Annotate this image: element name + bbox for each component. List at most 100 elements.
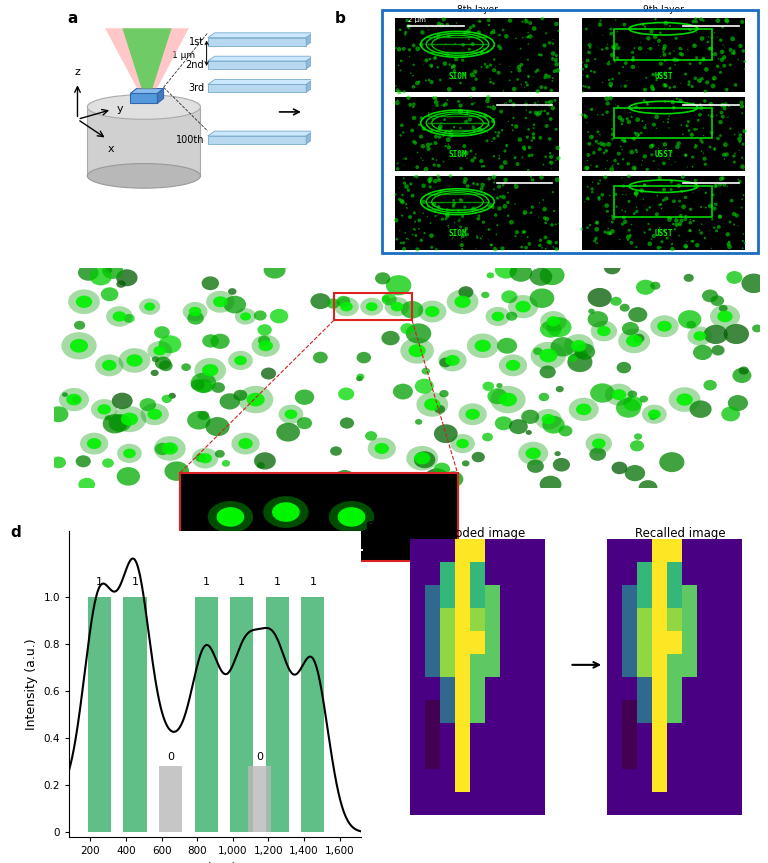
Ellipse shape: [213, 296, 227, 307]
Point: [598, 138, 611, 152]
Point: [439, 98, 452, 111]
Point: [513, 60, 525, 74]
Bar: [697, 723, 713, 746]
Point: [661, 231, 674, 245]
Point: [658, 47, 670, 61]
Point: [617, 211, 630, 224]
Point: [533, 47, 545, 61]
Polygon shape: [306, 56, 313, 69]
Point: [412, 146, 424, 160]
Point: [652, 162, 664, 176]
Point: [611, 51, 624, 65]
Point: [499, 155, 511, 169]
Ellipse shape: [141, 403, 169, 425]
Ellipse shape: [356, 374, 364, 380]
Point: [411, 76, 423, 90]
Bar: [410, 746, 425, 769]
Point: [486, 135, 498, 148]
Point: [396, 118, 408, 132]
Point: [449, 37, 462, 51]
Point: [660, 79, 672, 92]
Point: [647, 154, 660, 168]
Point: [708, 197, 720, 211]
Point: [639, 121, 651, 135]
Point: [499, 152, 511, 166]
Ellipse shape: [439, 390, 449, 397]
Point: [635, 126, 647, 140]
Bar: [441, 562, 455, 585]
Ellipse shape: [490, 386, 525, 413]
Ellipse shape: [497, 337, 517, 354]
Point: [639, 199, 651, 213]
Point: [650, 12, 662, 26]
Point: [653, 34, 665, 47]
Point: [707, 72, 720, 86]
Ellipse shape: [592, 438, 606, 449]
Point: [657, 45, 670, 59]
Point: [483, 199, 495, 213]
Point: [482, 13, 495, 27]
Point: [588, 234, 601, 248]
Point: [734, 39, 746, 53]
Point: [430, 91, 442, 104]
Point: [412, 222, 425, 236]
Point: [714, 116, 727, 129]
Point: [583, 137, 595, 151]
Ellipse shape: [703, 380, 717, 390]
Ellipse shape: [247, 393, 265, 406]
Point: [718, 59, 730, 72]
Text: x: x: [108, 144, 114, 154]
Ellipse shape: [458, 403, 487, 425]
Ellipse shape: [465, 409, 480, 419]
Ellipse shape: [535, 409, 561, 430]
Bar: [727, 631, 742, 654]
Point: [397, 159, 409, 173]
Ellipse shape: [257, 462, 265, 469]
Point: [522, 37, 535, 51]
Ellipse shape: [187, 312, 204, 324]
Point: [498, 97, 511, 110]
Point: [657, 193, 670, 207]
Bar: [682, 700, 697, 723]
Ellipse shape: [554, 451, 561, 457]
Point: [485, 198, 498, 212]
Point: [502, 196, 514, 210]
Ellipse shape: [447, 289, 478, 314]
Point: [417, 118, 429, 132]
Ellipse shape: [118, 348, 151, 373]
Text: Encoded image: Encoded image: [434, 527, 525, 540]
Bar: [441, 700, 455, 723]
Point: [424, 175, 436, 189]
Point: [485, 238, 498, 252]
Point: [649, 30, 661, 44]
Bar: [515, 608, 530, 631]
Point: [620, 188, 632, 202]
Point: [447, 231, 459, 245]
Point: [664, 61, 676, 75]
Point: [399, 25, 412, 39]
Ellipse shape: [616, 398, 641, 418]
Point: [492, 192, 505, 205]
Ellipse shape: [205, 417, 230, 436]
Point: [691, 238, 703, 252]
Ellipse shape: [334, 470, 355, 487]
Point: [525, 29, 537, 43]
Point: [597, 28, 609, 42]
Point: [541, 72, 553, 85]
Point: [434, 73, 446, 87]
Point: [443, 141, 455, 154]
Ellipse shape: [87, 438, 101, 449]
Point: [680, 191, 692, 205]
Ellipse shape: [416, 392, 449, 417]
Point: [591, 135, 603, 148]
Ellipse shape: [159, 336, 181, 353]
Point: [633, 13, 645, 27]
Point: [616, 117, 628, 131]
Point: [687, 160, 699, 173]
Point: [664, 47, 676, 60]
Point: [484, 28, 496, 42]
Point: [455, 235, 468, 249]
Bar: [667, 562, 683, 585]
Ellipse shape: [217, 507, 244, 526]
Ellipse shape: [485, 307, 510, 326]
